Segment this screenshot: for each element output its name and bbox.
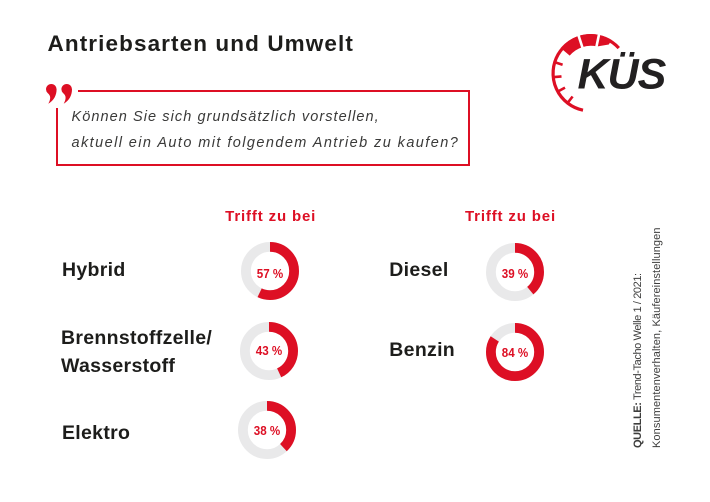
svg-text:KÜS: KÜS (578, 51, 667, 99)
